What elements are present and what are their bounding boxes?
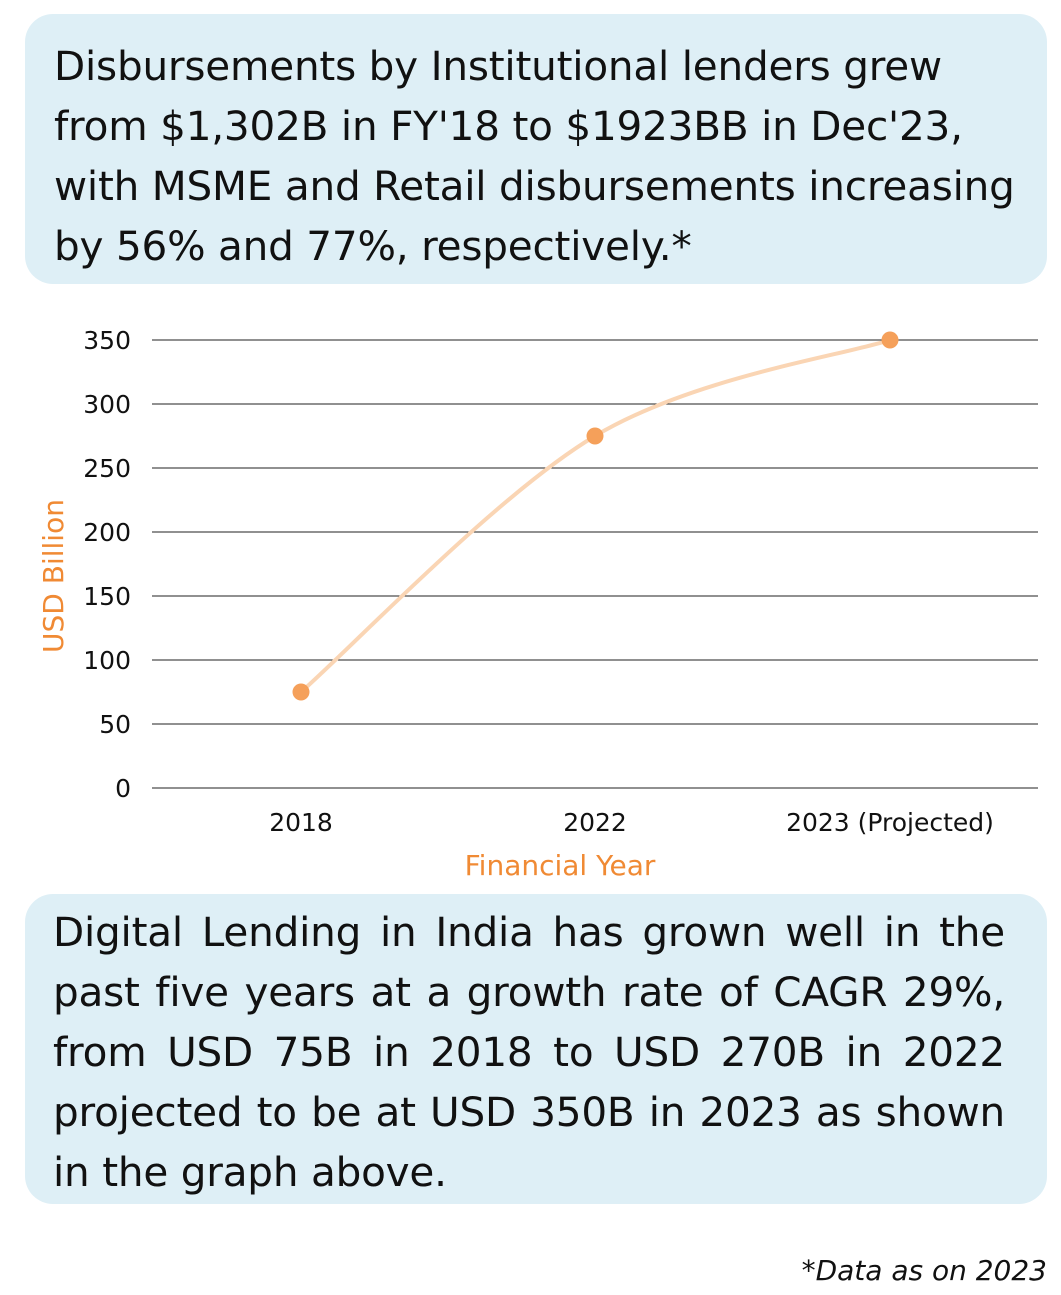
y-tick-label: 0 [115,774,131,803]
y-tick-label: 150 [83,582,131,611]
y-axis-title: USD Billion [37,499,70,653]
x-tick-label: 2018 [269,808,333,837]
data-point [292,683,310,701]
x-axis-title: Financial Year [465,849,656,882]
digital-lending-line-chart: 0 50 100 150 200 250 300 350 2018 2022 2023 (Proj… [37,326,1038,882]
y-tick-label: 350 [83,326,131,355]
y-tick-label: 50 [99,710,131,739]
y-tick-label: 250 [83,454,131,483]
y-tick-label: 300 [83,390,131,419]
series-line [299,338,892,694]
y-tick-label: 200 [83,518,131,547]
top-callout-text: Disbursements by Institutional lenders g… [54,42,1015,270]
bottom-callout: Digital Lending in India has grown well … [25,894,1047,1204]
x-tick-label: 2022 [563,808,627,837]
top-callout: Disbursements by Institutional lenders g… [25,14,1047,284]
bottom-callout-text: Digital Lending in India has grown well … [53,908,1005,1196]
data-point [586,427,604,445]
x-tick-label: 2023 (Projected) [786,808,994,837]
y-tick-label: 100 [83,646,131,675]
data-point [881,331,899,349]
footnote: *Data as on 2023 [801,1254,1047,1287]
